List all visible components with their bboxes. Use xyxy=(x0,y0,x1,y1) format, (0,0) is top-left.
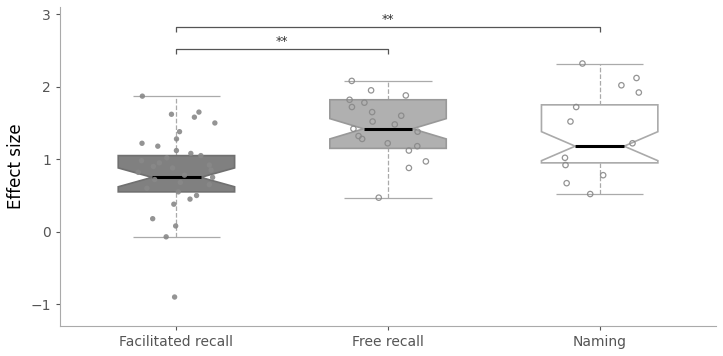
Point xyxy=(161,155,173,161)
Point xyxy=(209,120,221,126)
Point xyxy=(411,143,423,149)
Text: **: ** xyxy=(276,35,288,48)
Point xyxy=(353,133,364,139)
Point xyxy=(204,162,215,168)
Point xyxy=(615,83,627,88)
Point xyxy=(395,113,407,119)
Point xyxy=(389,122,401,127)
Point xyxy=(168,201,179,207)
Point xyxy=(179,172,190,178)
Point xyxy=(168,294,180,300)
Point xyxy=(205,167,217,173)
Y-axis label: Effect size: Effect size xyxy=(7,124,25,209)
Point xyxy=(348,126,359,132)
Point xyxy=(400,93,411,98)
Point xyxy=(365,88,377,93)
Point xyxy=(204,182,215,188)
Point xyxy=(137,93,148,99)
Point xyxy=(166,111,177,117)
Point xyxy=(174,179,186,185)
Point xyxy=(597,172,609,178)
Point xyxy=(420,158,432,164)
Point xyxy=(136,158,147,163)
Point xyxy=(153,160,165,166)
Point xyxy=(382,140,393,146)
Point xyxy=(167,165,179,171)
Point xyxy=(584,191,596,197)
Point xyxy=(189,114,200,120)
Point xyxy=(565,119,576,124)
Point xyxy=(147,216,158,221)
Point xyxy=(152,143,163,149)
Point xyxy=(344,97,356,103)
Point xyxy=(630,75,642,81)
Polygon shape xyxy=(330,100,446,148)
Point xyxy=(633,90,645,95)
Point xyxy=(161,234,172,240)
Point xyxy=(193,109,205,115)
Point xyxy=(173,189,184,195)
Point xyxy=(367,119,378,124)
Point xyxy=(132,169,144,175)
Point xyxy=(403,165,415,171)
Point xyxy=(346,78,358,84)
Text: **: ** xyxy=(382,13,394,26)
Point xyxy=(412,129,424,135)
Point xyxy=(356,136,368,142)
Point xyxy=(577,61,589,66)
Point xyxy=(207,174,218,180)
Point xyxy=(136,140,147,146)
Point xyxy=(627,140,638,146)
Point xyxy=(373,195,385,200)
Point xyxy=(560,162,571,168)
Point xyxy=(570,104,582,110)
Point xyxy=(561,180,573,186)
Point xyxy=(403,148,415,153)
Point xyxy=(367,109,378,115)
Point xyxy=(184,196,196,202)
Point xyxy=(171,136,182,142)
Point xyxy=(185,151,197,156)
Point xyxy=(559,155,570,161)
Point xyxy=(191,193,202,198)
Point xyxy=(171,148,182,153)
Point xyxy=(359,100,370,105)
Point xyxy=(174,129,185,135)
Polygon shape xyxy=(119,156,235,192)
Point xyxy=(141,185,153,191)
Point xyxy=(170,223,181,229)
Point xyxy=(149,177,161,182)
Polygon shape xyxy=(542,105,658,163)
Point xyxy=(195,153,207,158)
Point xyxy=(346,104,358,110)
Point xyxy=(147,164,159,169)
